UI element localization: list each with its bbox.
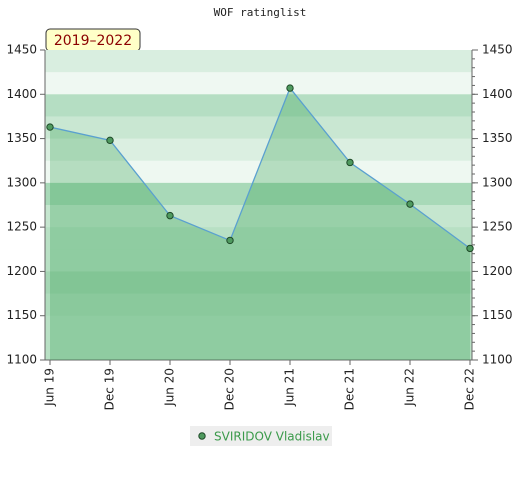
x-tick-label: Jun 21 [283,368,297,407]
x-tick-label: Dec 20 [223,368,237,410]
y-tick-label: 1300 [6,175,37,189]
y-tick-label: 1350 [6,131,37,145]
line [49,86,471,249]
band [45,205,472,228]
legend-marker [198,432,206,440]
y-tick-label: 1450 [6,43,37,57]
legend [190,426,332,446]
x-tick-label: Jun 20 [163,368,177,407]
point [226,236,234,245]
y2-tick-label: 1200 [482,264,513,278]
area [50,88,470,360]
y-tick-label: 1100 [6,353,37,367]
band [45,94,472,117]
band [45,227,472,250]
y2-tick-label: 1450 [482,43,513,57]
band [45,271,472,295]
band [45,182,472,206]
x-tick-label: Dec 22 [463,368,477,410]
y2-tick-label: 1100 [482,353,513,367]
band [45,337,472,361]
y2-tick-label: 1350 [482,131,513,145]
x-tick-label: Dec 21 [343,368,357,410]
band [45,160,472,184]
band [45,72,472,95]
point [466,244,474,253]
point [406,200,414,208]
y2-tick-label: 1250 [482,220,513,234]
point [286,84,294,92]
point [106,136,114,145]
y-tick-label: 1200 [6,264,37,278]
y2-tick-label: 1150 [482,308,513,322]
point [346,158,354,167]
legend-label: SVIRIDOV Vladislav [214,430,330,444]
point [46,123,54,131]
band [45,138,472,162]
x-tick-label: Dec 19 [103,368,117,410]
period-label: 2019–2022 [54,33,132,49]
y2-tick-label: 1400 [482,87,513,101]
band [45,249,472,272]
x-tick-label: Jun 19 [43,368,57,407]
y-tick-label: 1400 [6,87,37,101]
band [45,293,472,317]
point [166,211,174,220]
band [45,315,472,339]
y2-tick-label: 1300 [482,175,513,189]
band [45,116,472,140]
x-tick-label: Jun 22 [403,368,417,407]
y-tick-label: 1150 [6,308,37,322]
y-tick-label: 1250 [6,220,37,234]
band [45,50,472,73]
chart-title: WOF ratinglist [214,6,307,19]
